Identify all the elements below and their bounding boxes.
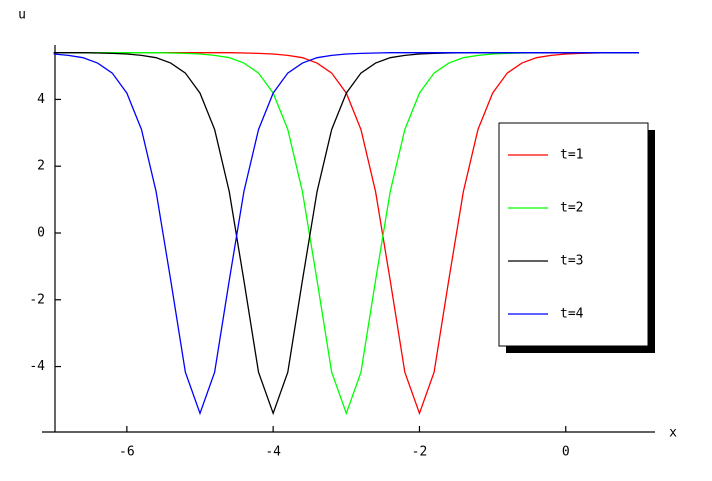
y-tick-label: -2 (29, 292, 45, 307)
y-tick-label: 4 (37, 92, 45, 107)
line-series (53, 52, 639, 416)
legend-label: t=1 (560, 148, 583, 163)
y-tick-label: 0 (37, 225, 45, 240)
legend-label: t=4 (560, 307, 584, 322)
x-tick-label: -4 (265, 445, 281, 460)
legend (498, 122, 649, 347)
x-tick-label: 0 (562, 445, 570, 460)
x-tick-label: -2 (412, 445, 428, 460)
y-tick-label: 2 (37, 159, 45, 174)
legend-label: t=2 (560, 201, 583, 216)
legend-label: t=3 (560, 254, 583, 269)
y-axis-label: u (18, 8, 26, 23)
x-axis-label: x (669, 426, 677, 441)
x-tick-label: -6 (119, 445, 135, 460)
y-tick-label: -4 (29, 359, 45, 374)
